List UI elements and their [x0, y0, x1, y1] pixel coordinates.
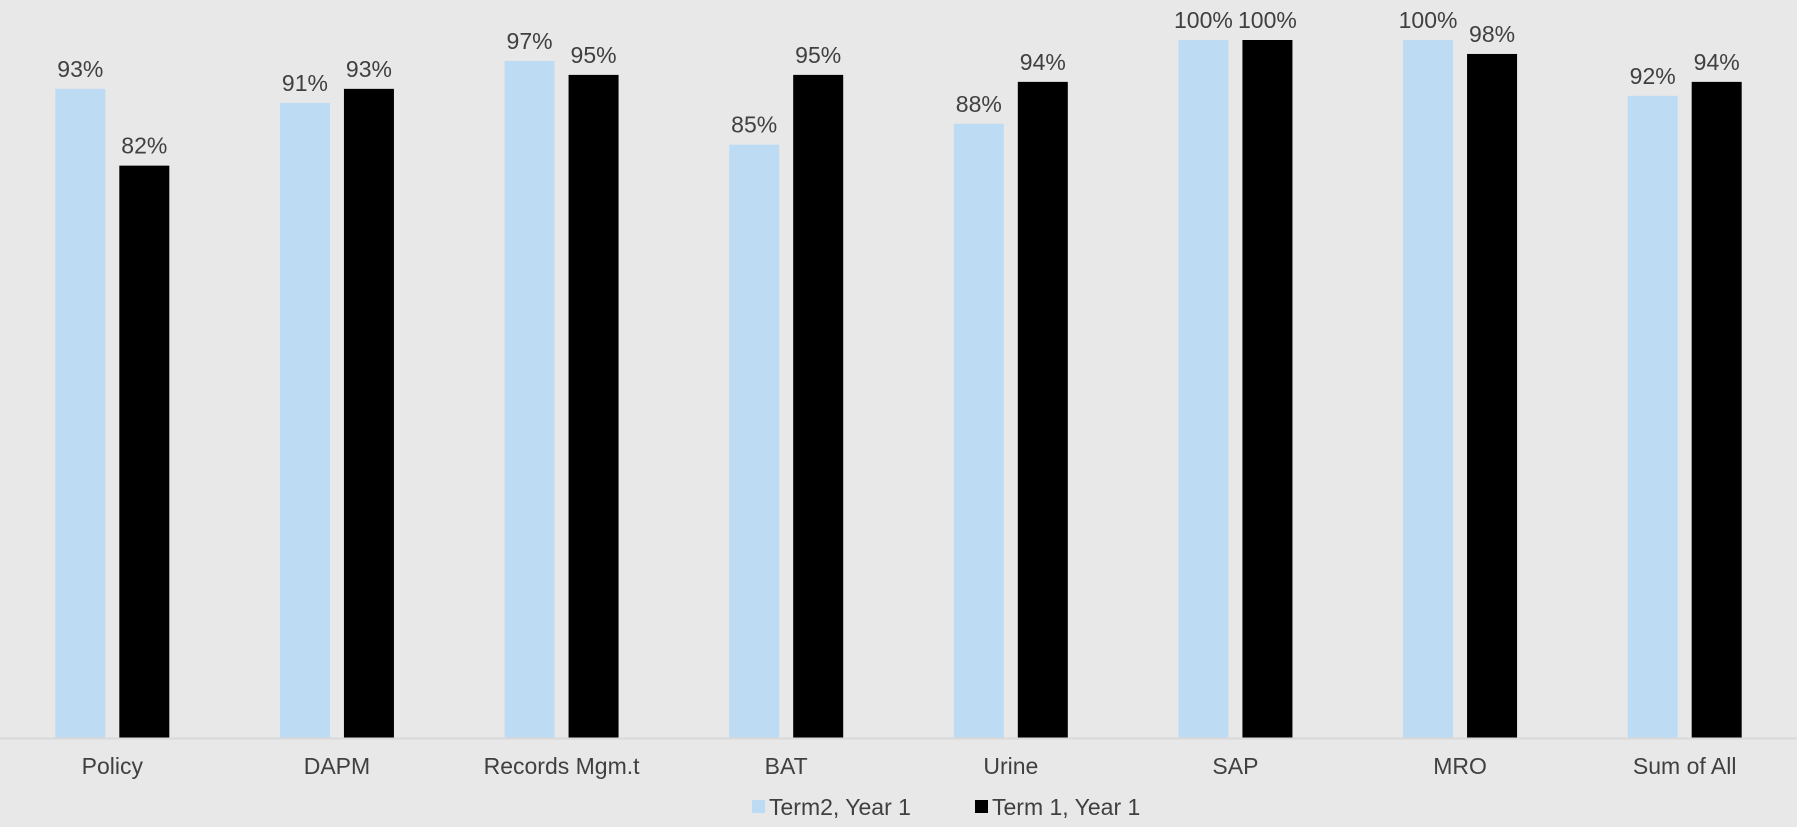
- data-label-term1-0: 82%: [121, 133, 167, 159]
- bar-term2-4: [953, 123, 1004, 738]
- legend-swatch-term1: [975, 800, 988, 813]
- x-tick-label-6: MRO: [1433, 753, 1487, 779]
- data-label-term1-7: 94%: [1694, 49, 1740, 75]
- data-label-term2-7: 92%: [1630, 63, 1676, 89]
- x-tick-label-4: Urine: [983, 753, 1038, 779]
- bar-term1-1: [343, 88, 394, 739]
- x-tick-label-0: Policy: [82, 753, 144, 779]
- x-tick-label-7: Sum of All: [1633, 753, 1737, 779]
- data-label-term2-2: 97%: [507, 28, 553, 54]
- bars-group: [55, 40, 1742, 739]
- data-label-term1-2: 95%: [571, 42, 617, 68]
- legend-swatch-term2: [752, 800, 765, 813]
- data-labels-group: 93%82%91%93%97%95%85%95%88%94%100% 100% 10…: [57, 7, 1739, 159]
- data-label-term1-6: 98%: [1469, 21, 1515, 47]
- bar-term2-5: [1178, 40, 1229, 738]
- x-tick-label-2: Records Mgm.t: [484, 753, 641, 779]
- data-label-term1-1: 93%: [346, 56, 392, 82]
- bar-term2-7: [1627, 95, 1678, 739]
- bar-term2-3: [729, 144, 780, 738]
- data-label-term1-3: 95%: [795, 42, 841, 68]
- bar-term2-2: [504, 60, 555, 738]
- bar-term1-5: [1242, 40, 1293, 738]
- data-label-term2-0: 93%: [57, 56, 103, 82]
- bar-term2-1: [279, 102, 330, 738]
- legend: Term2, Year 1 Term 1, Year 1: [752, 794, 1140, 820]
- x-tick-label-1: DAPM: [304, 753, 370, 779]
- bar-term2-0: [55, 88, 106, 739]
- bar-term1-0: [119, 165, 170, 738]
- legend-label-term2: Term2, Year 1: [769, 794, 911, 820]
- x-tick-labels-group: Policy DAPM Records Mgm.t BAT Urine SAP MRO Sum…: [82, 753, 1737, 779]
- data-label-term2-1: 91%: [282, 70, 328, 96]
- x-tick-label-5: SAP: [1212, 753, 1258, 779]
- data-label-term2-3: 85%: [731, 112, 777, 138]
- bar-term1-2: [568, 74, 619, 738]
- bar-term1-7: [1691, 81, 1742, 738]
- x-tick-label-3: BAT: [765, 753, 808, 779]
- data-label-term2-6: 100%: [1399, 7, 1458, 33]
- data-label-term1-4: 94%: [1020, 49, 1066, 75]
- data-label-term2-5: 100%: [1174, 7, 1233, 33]
- legend-label-term1: Term 1, Year 1: [992, 794, 1140, 820]
- data-label-term2-4: 88%: [956, 91, 1002, 117]
- data-label-term1-5: 100%: [1238, 7, 1297, 33]
- bar-term2-6: [1403, 40, 1454, 738]
- bar-term1-4: [1017, 81, 1068, 738]
- bar-term1-6: [1467, 53, 1518, 738]
- bar-term1-3: [793, 74, 844, 738]
